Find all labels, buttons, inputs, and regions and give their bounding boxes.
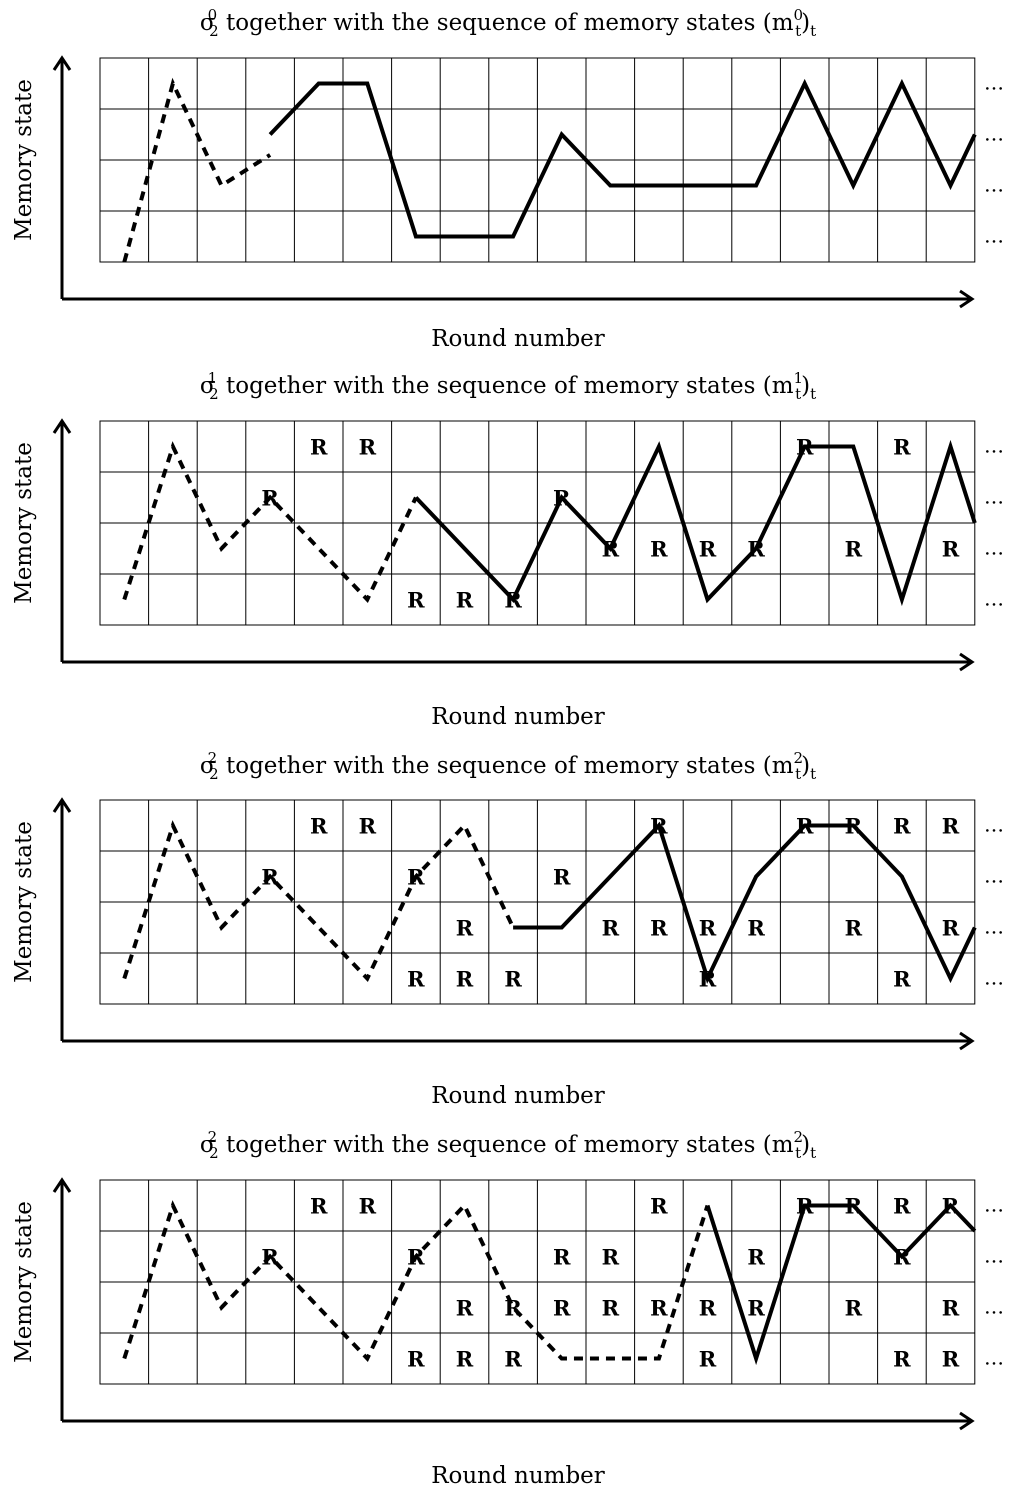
r-mark: R bbox=[407, 967, 425, 992]
r-mark: R bbox=[553, 1245, 571, 1270]
continuation-dots: … bbox=[984, 1295, 1004, 1319]
r-mark: R bbox=[602, 916, 620, 941]
r-mark: R bbox=[310, 1194, 328, 1219]
r-mark: R bbox=[553, 865, 571, 890]
memory-path-solid bbox=[705, 1202, 977, 1366]
r-mark: R bbox=[845, 1296, 863, 1321]
y-axis-arrow bbox=[52, 1177, 72, 1193]
r-mark: R bbox=[456, 967, 474, 992]
panel-2: σ1 2 together with the sequence of memory… bbox=[11, 369, 1004, 730]
r-mark: R bbox=[650, 1296, 668, 1321]
r-mark: R bbox=[456, 1347, 474, 1372]
continuation-dots: … bbox=[984, 587, 1004, 611]
continuation-dots: … bbox=[984, 1244, 1004, 1268]
panel-4: σ2 2 together with the sequence of memory… bbox=[11, 1128, 1004, 1489]
r-mark: R bbox=[699, 916, 717, 941]
r-mark: R bbox=[456, 916, 474, 941]
memory-path-dashed bbox=[122, 441, 418, 603]
r-mark: R bbox=[650, 1194, 668, 1219]
memory-path-dashed bbox=[122, 77, 272, 263]
r-mark: R bbox=[747, 1296, 765, 1321]
y-axis-label: Memory state bbox=[11, 442, 37, 604]
memory-path-dashed bbox=[122, 820, 515, 982]
memory-path-solid bbox=[268, 78, 977, 239]
continuation-dots: … bbox=[984, 864, 1004, 888]
panel-title: σ2 2 together with the sequence of memory… bbox=[200, 749, 816, 783]
r-mark: R bbox=[893, 814, 911, 839]
r-mark: R bbox=[504, 1347, 522, 1372]
continuation-dots: … bbox=[984, 1346, 1004, 1370]
continuation-dots: … bbox=[984, 434, 1004, 458]
r-mark: R bbox=[699, 1296, 717, 1321]
x-axis-arrow bbox=[959, 289, 975, 309]
r-mark: R bbox=[942, 1296, 960, 1321]
continuation-dots: … bbox=[984, 1193, 1004, 1217]
r-mark: R bbox=[602, 1245, 620, 1270]
x-axis-arrow bbox=[959, 1411, 975, 1431]
r-mark: R bbox=[407, 588, 425, 613]
r-mark: R bbox=[942, 916, 960, 941]
panel-title: σ2 2 together with the sequence of memory… bbox=[200, 1128, 816, 1162]
r-mark: R bbox=[893, 1347, 911, 1372]
panel-title: σ1 2 together with the sequence of memory… bbox=[200, 369, 816, 403]
continuation-dots: … bbox=[984, 224, 1004, 248]
r-mark: R bbox=[893, 967, 911, 992]
r-mark: R bbox=[845, 916, 863, 941]
continuation-dots: … bbox=[984, 813, 1004, 837]
y-axis-arrow bbox=[52, 55, 72, 71]
continuation-dots: … bbox=[984, 966, 1004, 990]
r-mark: R bbox=[359, 435, 377, 460]
continuation-dots: … bbox=[984, 915, 1004, 939]
r-mark: R bbox=[359, 814, 377, 839]
r-mark: R bbox=[359, 1194, 377, 1219]
r-mark: R bbox=[845, 537, 863, 562]
y-axis-label: Memory state bbox=[11, 1201, 37, 1363]
r-mark: R bbox=[942, 537, 960, 562]
r-mark: R bbox=[942, 814, 960, 839]
continuation-dots: … bbox=[984, 536, 1004, 560]
memory-path-dashed bbox=[122, 1200, 710, 1362]
y-axis-arrow bbox=[52, 418, 72, 434]
grid bbox=[99, 57, 976, 263]
continuation-dots: … bbox=[984, 122, 1004, 146]
x-axis-label: Round number bbox=[431, 1083, 605, 1109]
x-axis-label: Round number bbox=[431, 1463, 605, 1489]
panel-3: σ2 2 together with the sequence of memory… bbox=[11, 749, 1004, 1109]
r-mark: R bbox=[893, 1194, 911, 1219]
r-mark: R bbox=[602, 1296, 620, 1321]
continuation-dots: … bbox=[984, 71, 1004, 95]
r-mark: R bbox=[456, 588, 474, 613]
r-mark: R bbox=[650, 916, 668, 941]
r-mark: R bbox=[747, 916, 765, 941]
r-mark: R bbox=[310, 814, 328, 839]
r-mark: R bbox=[650, 537, 668, 562]
x-axis-arrow bbox=[959, 1031, 975, 1051]
r-mark: R bbox=[747, 1245, 765, 1270]
r-mark: R bbox=[553, 1296, 571, 1321]
continuation-dots: … bbox=[984, 485, 1004, 509]
panel-1: σ0 2 together with the sequence of memory… bbox=[11, 6, 1004, 352]
x-axis-arrow bbox=[959, 652, 975, 672]
y-axis-arrow bbox=[52, 797, 72, 813]
memory-path-solid bbox=[513, 821, 977, 984]
memory-path-solid bbox=[414, 439, 977, 607]
r-mark: R bbox=[699, 537, 717, 562]
r-mark: R bbox=[504, 967, 522, 992]
y-axis-label: Memory state bbox=[11, 79, 37, 241]
r-mark: R bbox=[456, 1296, 474, 1321]
x-axis-label: Round number bbox=[431, 704, 605, 730]
r-mark: R bbox=[893, 435, 911, 460]
r-mark: R bbox=[699, 1347, 717, 1372]
x-axis-label: Round number bbox=[431, 326, 605, 352]
r-mark: R bbox=[942, 1347, 960, 1372]
r-mark: R bbox=[407, 1347, 425, 1372]
continuation-dots: … bbox=[984, 173, 1004, 197]
r-mark: R bbox=[310, 435, 328, 460]
y-axis-label: Memory state bbox=[11, 821, 37, 983]
panel-title: σ0 2 together with the sequence of memory… bbox=[200, 6, 816, 40]
grid bbox=[99, 420, 976, 626]
